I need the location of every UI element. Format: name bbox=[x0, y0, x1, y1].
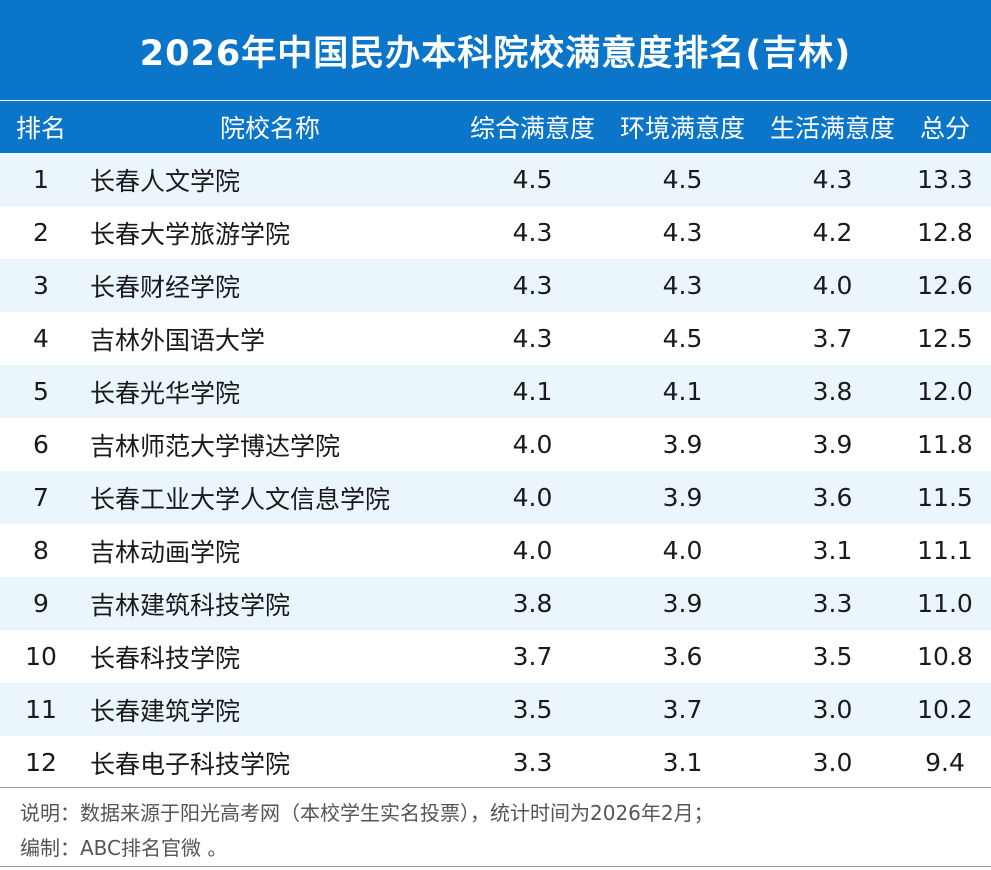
cell-rank: 9 bbox=[33, 589, 49, 618]
page-title: 2026年中国民办本科院校满意度排名(吉林) bbox=[0, 0, 991, 100]
table-row: 6 吉林师范大学博达学院 4.0 3.9 3.9 11.8 bbox=[0, 418, 991, 471]
cell-total: 12.5 bbox=[917, 324, 973, 353]
cell-name: 吉林师范大学博达学院 bbox=[90, 431, 341, 461]
cell-life: 3.6 bbox=[812, 483, 853, 512]
cell-environment: 3.1 bbox=[662, 748, 703, 777]
cell-name: 长春科技学院 bbox=[90, 643, 241, 673]
table-row: 12 长春电子科技学院 3.3 3.1 3.0 9.4 bbox=[0, 736, 991, 789]
cell-overall: 4.5 bbox=[512, 165, 553, 194]
cell-overall: 4.3 bbox=[512, 218, 553, 247]
table-row: 4 吉林外国语大学 4.3 4.5 3.7 12.5 bbox=[0, 312, 991, 365]
cell-environment: 3.9 bbox=[662, 430, 703, 459]
cell-life: 3.1 bbox=[812, 536, 853, 565]
cell-name: 吉林外国语大学 bbox=[90, 325, 266, 355]
cell-total: 10.2 bbox=[917, 695, 973, 724]
cell-rank: 10 bbox=[25, 642, 57, 671]
header-total: 总分 bbox=[919, 114, 970, 143]
cell-life: 4.0 bbox=[812, 271, 853, 300]
footer-credit: 编制：ABC排名官微 。 bbox=[20, 836, 228, 860]
cell-overall: 3.8 bbox=[512, 589, 553, 618]
table-row: 1 长春人文学院 4.5 4.5 4.3 13.3 bbox=[0, 153, 991, 206]
cell-rank: 12 bbox=[25, 748, 57, 777]
cell-total: 11.5 bbox=[917, 483, 973, 512]
cell-total: 13.3 bbox=[917, 165, 973, 194]
cell-overall: 3.5 bbox=[512, 695, 553, 724]
cell-environment: 4.1 bbox=[662, 377, 703, 406]
cell-name: 长春大学旅游学院 bbox=[90, 219, 291, 249]
cell-life: 3.3 bbox=[812, 589, 853, 618]
cell-overall: 4.1 bbox=[512, 377, 553, 406]
cell-name: 长春建筑学院 bbox=[90, 696, 241, 726]
cell-name: 长春工业大学人文信息学院 bbox=[90, 484, 391, 514]
header-overall: 综合满意度 bbox=[469, 114, 595, 143]
cell-total: 12.6 bbox=[917, 271, 973, 300]
cell-overall: 4.3 bbox=[512, 324, 553, 353]
cell-overall: 4.0 bbox=[512, 483, 553, 512]
header-rank: 排名 bbox=[15, 114, 66, 143]
cell-name: 长春财经学院 bbox=[90, 272, 241, 302]
cell-life: 4.2 bbox=[812, 218, 853, 247]
cell-life: 3.5 bbox=[812, 642, 853, 671]
cell-total: 12.8 bbox=[917, 218, 973, 247]
cell-environment: 3.9 bbox=[662, 589, 703, 618]
cell-rank: 1 bbox=[33, 165, 49, 194]
table-row: 3 长春财经学院 4.3 4.3 4.0 12.6 bbox=[0, 259, 991, 312]
cell-rank: 3 bbox=[33, 271, 49, 300]
cell-total: 11.8 bbox=[917, 430, 973, 459]
table-row: 2 长春大学旅游学院 4.3 4.3 4.2 12.8 bbox=[0, 206, 991, 259]
cell-rank: 4 bbox=[33, 324, 49, 353]
cell-rank: 7 bbox=[33, 483, 49, 512]
table-header: 排名 院校名称 综合满意度 环境满意度 生活满意度 总分 bbox=[0, 101, 991, 153]
cell-overall: 4.0 bbox=[512, 430, 553, 459]
cell-rank: 5 bbox=[33, 377, 49, 406]
cell-total: 11.1 bbox=[917, 536, 973, 565]
cell-name: 吉林动画学院 bbox=[90, 537, 241, 567]
cell-life: 3.8 bbox=[812, 377, 853, 406]
footer-divider bbox=[0, 787, 991, 788]
cell-overall: 3.7 bbox=[512, 642, 553, 671]
table-row: 9 吉林建筑科技学院 3.8 3.9 3.3 11.0 bbox=[0, 577, 991, 630]
cell-name: 长春人文学院 bbox=[90, 166, 241, 196]
cell-rank: 6 bbox=[33, 430, 49, 459]
cell-rank: 2 bbox=[33, 218, 49, 247]
cell-life: 3.0 bbox=[812, 748, 853, 777]
cell-overall: 4.3 bbox=[512, 271, 553, 300]
table-row: 7 长春工业大学人文信息学院 4.0 3.9 3.6 11.5 bbox=[0, 471, 991, 524]
cell-name: 吉林建筑科技学院 bbox=[90, 590, 291, 620]
table-row: 10 长春科技学院 3.7 3.6 3.5 10.8 bbox=[0, 630, 991, 683]
cell-environment: 3.9 bbox=[662, 483, 703, 512]
cell-environment: 4.5 bbox=[662, 324, 703, 353]
cell-environment: 4.3 bbox=[662, 271, 703, 300]
cell-overall: 4.0 bbox=[512, 536, 553, 565]
cell-environment: 3.6 bbox=[662, 642, 703, 671]
cell-environment: 3.7 bbox=[662, 695, 703, 724]
cell-total: 10.8 bbox=[917, 642, 973, 671]
cell-total: 9.4 bbox=[925, 748, 965, 777]
cell-overall: 3.3 bbox=[512, 748, 553, 777]
cell-environment: 4.5 bbox=[662, 165, 703, 194]
table-row: 5 长春光华学院 4.1 4.1 3.8 12.0 bbox=[0, 365, 991, 418]
table-row: 11 长春建筑学院 3.5 3.7 3.0 10.2 bbox=[0, 683, 991, 736]
cell-rank: 11 bbox=[25, 695, 57, 724]
cell-rank: 8 bbox=[33, 536, 49, 565]
cell-name: 长春电子科技学院 bbox=[90, 749, 291, 779]
cell-life: 3.0 bbox=[812, 695, 853, 724]
table-body: 1 长春人文学院 4.5 4.5 4.3 13.3 2 长春大学旅游学院 4.3 4.3 4.2 12… bbox=[0, 153, 991, 789]
header-name: 院校名称 bbox=[219, 114, 320, 143]
header-life: 生活满意度 bbox=[769, 114, 895, 143]
header-environment: 环境满意度 bbox=[619, 114, 745, 143]
cell-total: 12.0 bbox=[917, 377, 973, 406]
cell-life: 3.7 bbox=[812, 324, 853, 353]
cell-life: 3.9 bbox=[812, 430, 853, 459]
footer-note: 说明：数据来源于阳光高考网（本校学生实名投票），统计时间为2026年2月； bbox=[20, 801, 714, 825]
cell-life: 4.3 bbox=[812, 165, 853, 194]
cell-environment: 4.3 bbox=[662, 218, 703, 247]
table-row: 8 吉林动画学院 4.0 4.0 3.1 11.1 bbox=[0, 524, 991, 577]
footer-bottom-divider bbox=[0, 866, 991, 867]
cell-name: 长春光华学院 bbox=[90, 378, 241, 408]
cell-environment: 4.0 bbox=[662, 536, 703, 565]
cell-total: 11.0 bbox=[917, 589, 973, 618]
